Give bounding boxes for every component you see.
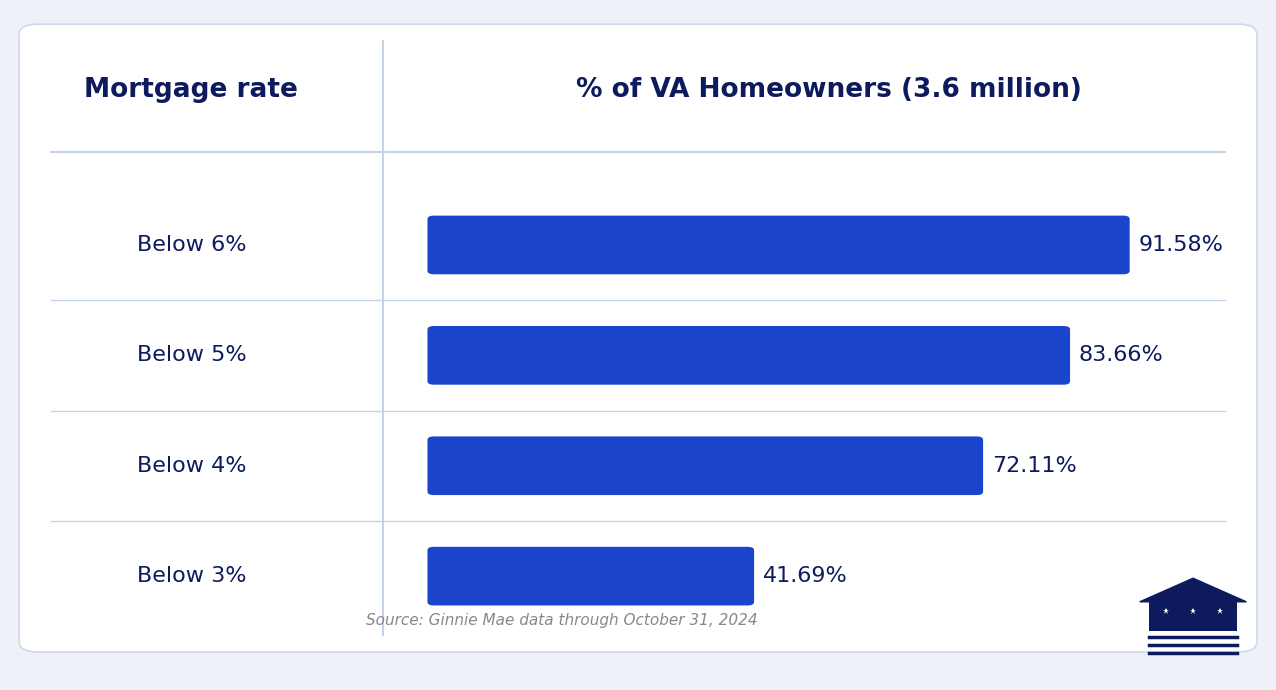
Text: Below 3%: Below 3% xyxy=(137,566,246,586)
Text: 72.11%: 72.11% xyxy=(991,456,1077,475)
Polygon shape xyxy=(1139,578,1247,602)
FancyBboxPatch shape xyxy=(427,215,1129,274)
FancyBboxPatch shape xyxy=(427,326,1071,385)
Text: 83.66%: 83.66% xyxy=(1079,346,1164,365)
Text: Below 4%: Below 4% xyxy=(137,456,246,475)
Text: Mortgage rate: Mortgage rate xyxy=(84,77,299,103)
Text: Below 6%: Below 6% xyxy=(137,235,246,255)
Text: Source: Ginnie Mae data through October 31, 2024: Source: Ginnie Mae data through October … xyxy=(366,613,757,629)
Text: 41.69%: 41.69% xyxy=(763,566,847,586)
Text: % of VA Homeowners (3.6 million): % of VA Homeowners (3.6 million) xyxy=(577,77,1082,103)
FancyBboxPatch shape xyxy=(427,546,754,606)
FancyBboxPatch shape xyxy=(1150,602,1236,631)
Text: 91.58%: 91.58% xyxy=(1138,235,1224,255)
FancyBboxPatch shape xyxy=(19,24,1257,652)
Text: Below 5%: Below 5% xyxy=(137,346,246,365)
FancyBboxPatch shape xyxy=(427,436,983,495)
